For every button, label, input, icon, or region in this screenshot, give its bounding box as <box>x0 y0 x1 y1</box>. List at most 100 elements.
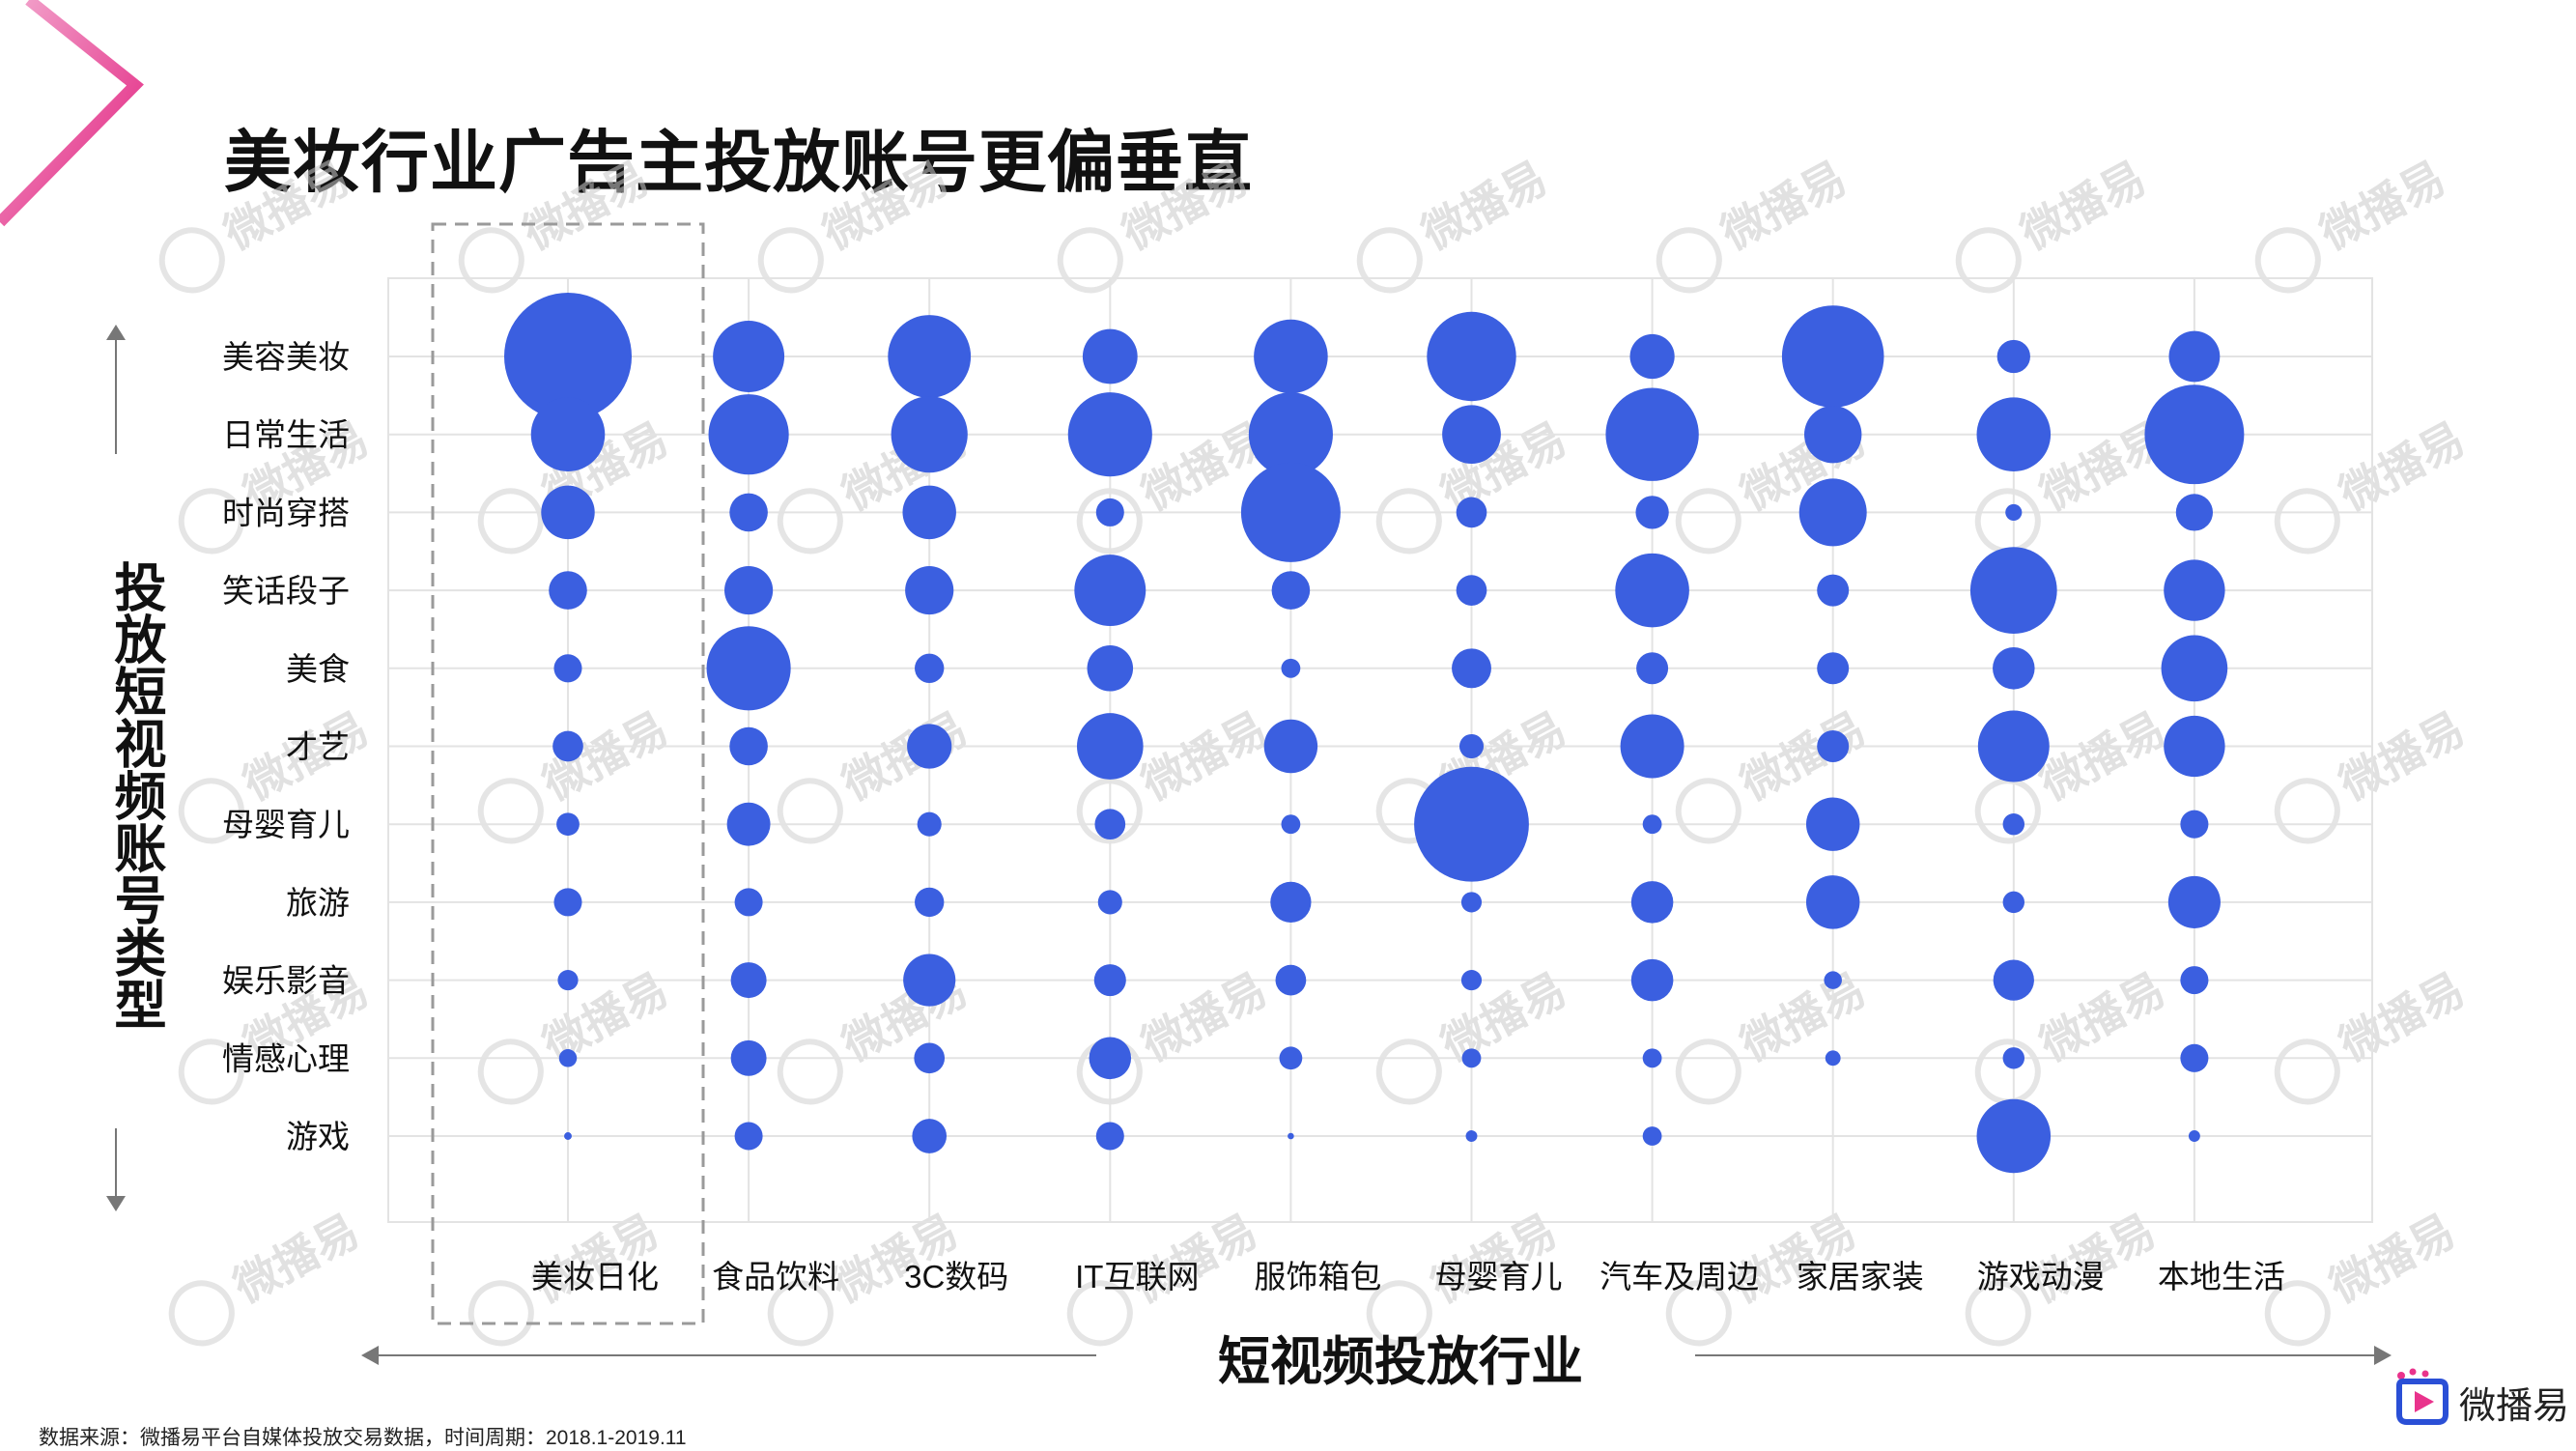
y-tick-label: 美食 <box>286 651 350 687</box>
data-bubble <box>1993 647 2035 690</box>
corner-chevron-decoration <box>0 0 144 227</box>
data-bubble <box>1275 964 1307 996</box>
data-bubble <box>1642 1126 1662 1146</box>
arrow-up-icon <box>106 325 126 340</box>
data-bubble <box>1620 714 1684 779</box>
data-bubble <box>1074 555 1146 627</box>
data-bubble <box>1452 648 1491 689</box>
data-bubble <box>1254 319 1328 394</box>
data-bubble <box>902 485 956 540</box>
page-title: 美妆行业广告主投放账号更偏垂直 <box>224 125 1253 200</box>
data-bubble <box>1281 814 1301 835</box>
data-bubble <box>1629 333 1675 380</box>
data-bubble <box>1248 392 1333 477</box>
data-bubble <box>1095 1122 1124 1151</box>
data-bubble <box>1817 652 1850 685</box>
data-bubble <box>1805 797 1860 851</box>
data-bubble <box>1076 713 1144 780</box>
data-bubble <box>2164 559 2225 621</box>
data-bubble <box>2161 635 2228 702</box>
data-bubble <box>1082 328 1138 384</box>
x-tick-label: IT互联网 <box>1075 1259 1199 1295</box>
data-bubble <box>2180 1043 2209 1072</box>
data-bubble <box>1804 406 1862 464</box>
data-bubble <box>907 724 952 769</box>
y-axis-title: 投放短视频账号类型 <box>106 560 164 1030</box>
data-bubble <box>891 396 968 473</box>
data-bubble <box>1461 1048 1482 1068</box>
data-bubble <box>1067 392 1152 477</box>
data-bubble <box>1456 575 1487 606</box>
data-bubble <box>903 953 956 1007</box>
data-bubble <box>1825 1050 1841 1067</box>
data-bubble <box>912 1119 948 1153</box>
data-bubble <box>915 887 945 918</box>
data-bubble <box>1465 1130 1478 1142</box>
data-bubble <box>1414 766 1529 882</box>
data-bubble <box>917 811 942 837</box>
data-bubble <box>1087 645 1134 692</box>
y-tick-label: 日常生活 <box>222 417 350 453</box>
data-bubble <box>1781 305 1884 408</box>
data-bubble <box>1095 498 1124 526</box>
highlight-box <box>431 222 705 1325</box>
data-source-note: 数据来源：微播易平台自媒体投放交易数据，时间周期：2018.1-2019.11 <box>39 1427 687 1449</box>
data-bubble <box>1240 462 1341 562</box>
data-bubble <box>708 394 789 475</box>
data-bubble <box>1615 553 1689 628</box>
data-bubble <box>1281 658 1301 678</box>
data-bubble <box>541 485 595 540</box>
data-bubble <box>1460 892 1483 913</box>
data-bubble <box>1458 733 1485 759</box>
data-bubble <box>1642 814 1662 835</box>
data-bubble <box>1824 971 1842 989</box>
data-bubble <box>1798 478 1867 547</box>
data-bubble <box>1605 387 1699 481</box>
data-bubble <box>730 962 767 999</box>
data-bubble <box>726 802 771 846</box>
data-bubble <box>2180 966 2209 995</box>
x-tick-label: 母婴育儿 <box>1435 1259 1563 1295</box>
data-bubble <box>2002 812 2025 836</box>
data-bubble <box>2180 810 2209 839</box>
data-bubble <box>504 293 632 420</box>
data-bubble <box>1279 1046 1303 1070</box>
data-bubble <box>1270 881 1312 924</box>
data-bubble <box>730 1039 767 1076</box>
y-tick-label: 美容美妆 <box>222 339 350 375</box>
x-tick-label: 家居家装 <box>1797 1259 1924 1295</box>
y-tick-label: 才艺 <box>286 729 350 765</box>
data-bubble <box>2164 715 2225 778</box>
y-tick-label: 情感心理 <box>222 1040 350 1076</box>
x-tick-label: 服饰箱包 <box>1254 1259 1381 1295</box>
data-bubble <box>1456 497 1487 528</box>
data-bubble <box>2175 494 2214 531</box>
arrow-right-icon <box>2374 1346 2392 1365</box>
arrow-left-icon <box>361 1346 379 1365</box>
data-bubble <box>1993 959 2034 1001</box>
data-bubble <box>553 888 582 917</box>
data-bubble <box>724 566 774 615</box>
data-bubble <box>1817 730 1850 762</box>
data-bubble <box>557 970 579 991</box>
y-tick-label: 娱乐影音 <box>222 963 350 999</box>
logo-text: 微播易 <box>2459 1386 2570 1427</box>
data-bubble <box>2168 330 2221 383</box>
data-bubble <box>729 493 768 532</box>
x-axis-title: 短视频投放行业 <box>1218 1333 1583 1391</box>
data-bubble <box>556 812 580 837</box>
data-bubble <box>2005 503 2023 521</box>
data-bubble <box>1089 1037 1132 1080</box>
y-tick-label: 母婴育儿 <box>222 807 350 842</box>
x-tick-label: 汽车及周边 <box>1599 1259 1759 1295</box>
data-bubble <box>2167 875 2221 928</box>
data-bubble <box>914 1042 946 1074</box>
data-bubble <box>1427 311 1516 402</box>
x-tick-label: 本地生活 <box>2158 1259 2285 1295</box>
y-tick-label: 旅游 <box>286 885 350 921</box>
data-bubble <box>888 315 972 398</box>
data-bubble <box>564 1132 572 1140</box>
data-bubble <box>713 321 785 392</box>
data-bubble <box>2002 891 2025 914</box>
